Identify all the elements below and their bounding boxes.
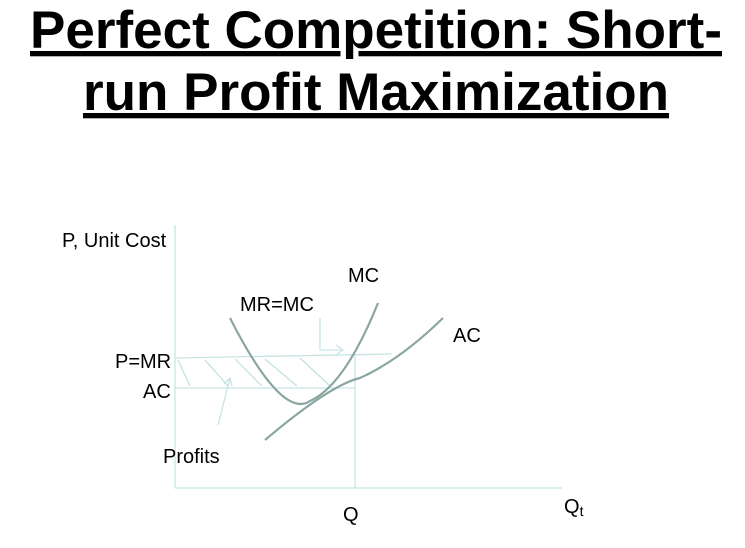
- x-axis-label-main: Q: [564, 496, 580, 518]
- price-line: [174, 353, 393, 359]
- profits-arrow: [217, 376, 233, 426]
- title-line: Perfect Competition: Short-: [30, 1, 722, 60]
- ac-curve: [264, 317, 444, 441]
- title-line: run Profit Maximization: [83, 63, 669, 122]
- x-axis-label: Qt: [564, 496, 584, 519]
- ac-curve-label: AC: [453, 325, 481, 347]
- price-label: P=MR: [115, 351, 171, 373]
- ac-level-label: AC: [143, 381, 171, 403]
- y-axis-label: P, Unit Cost: [62, 230, 167, 252]
- mc-label: MC: [348, 265, 379, 287]
- profit-hatching: [177, 357, 331, 387]
- profits-label: Profits: [163, 446, 220, 468]
- mc-curve: [229, 302, 380, 406]
- q-label: Q: [343, 504, 359, 526]
- x-axis-label-sub: t: [580, 503, 584, 519]
- mr-mc-arrow: [319, 318, 345, 356]
- mr-mc-label: MR=MC: [240, 294, 314, 316]
